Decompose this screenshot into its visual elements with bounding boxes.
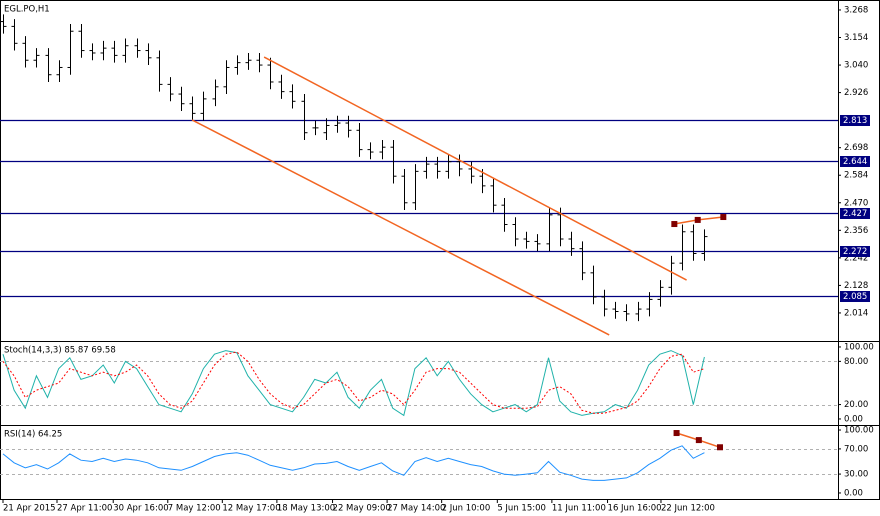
y-tick-label: 0.00 <box>844 488 863 498</box>
level-label: 2.427 <box>843 209 867 219</box>
x-tick-label: 2 Jun 10:00 <box>442 504 491 514</box>
panel-title: Stoch(14,3,3) 85.87 69.58 <box>4 346 116 356</box>
x-tick-label: 30 Apr 16:00 <box>113 504 168 514</box>
x-tick-label: 7 May 12:00 <box>168 504 221 514</box>
level-label: 2.085 <box>843 292 867 302</box>
level-label-box <box>840 156 870 167</box>
y-tick-label: 100.00 <box>844 342 874 352</box>
trend-line <box>263 56 687 281</box>
y-tick-label: 2.698 <box>844 143 868 153</box>
level-label-box <box>840 208 870 219</box>
panel-title: RSI(14) 64.25 <box>4 430 62 440</box>
indicator-line <box>2 445 705 481</box>
x-tick-label: 12 May 17:00 <box>222 504 280 514</box>
y-tick-label: 80.00 <box>844 357 868 367</box>
y-tick-label: 2.470 <box>844 198 868 208</box>
x-tick-label: 5 Jun 15:00 <box>497 504 546 514</box>
x-tick-label: 27 Apr 11:00 <box>57 504 112 514</box>
level-label: 2.272 <box>843 247 867 257</box>
y-tick-label: 2.242 <box>844 253 868 263</box>
y-tick-label: 2.584 <box>844 171 868 181</box>
x-tick-label: 18 May 13:00 <box>277 504 335 514</box>
y-tick-label: 2.014 <box>844 308 868 318</box>
level-label: 2.813 <box>843 116 867 126</box>
x-tick-label: 27 May 14:00 <box>387 504 445 514</box>
level-label-box <box>840 291 870 302</box>
x-tick-label: 16 Jun 16:00 <box>608 504 662 514</box>
x-tick-label: 11 Jun 11:00 <box>552 504 606 514</box>
level-label: 2.644 <box>843 157 867 167</box>
level-label-box <box>840 246 870 257</box>
x-tick-label: 21 Apr 2015 <box>3 504 56 514</box>
y-tick-label: 100.00 <box>844 426 874 436</box>
trend-marker <box>694 216 701 223</box>
x-tick-label: 22 May 09:00 <box>333 504 391 514</box>
level-label-box <box>840 115 870 126</box>
y-tick-label: 0.00 <box>844 414 863 424</box>
y-tick-label: 30.00 <box>844 470 868 480</box>
x-tick-label: 22 Jun 12:00 <box>661 504 715 514</box>
trend-marker <box>671 221 678 228</box>
y-tick-label: 2.356 <box>844 226 868 236</box>
panel-title: EGL.PO,H1 <box>4 5 50 15</box>
trend-marker <box>673 430 680 437</box>
y-tick-label: 3.268 <box>844 5 868 15</box>
indicator-line <box>2 351 705 414</box>
trend-marker <box>720 214 727 221</box>
y-tick-label: 3.154 <box>844 33 868 43</box>
y-tick-label: 20.00 <box>844 400 868 410</box>
y-tick-label: 2.128 <box>844 281 868 291</box>
indicator-line <box>2 350 705 417</box>
y-tick-label: 2.926 <box>844 88 868 98</box>
y-tick-label: 3.040 <box>844 61 868 71</box>
trend-marker <box>695 437 702 444</box>
y-tick-label: 70.00 <box>844 444 868 454</box>
trend-marker <box>716 444 723 451</box>
trend-line <box>191 119 610 336</box>
